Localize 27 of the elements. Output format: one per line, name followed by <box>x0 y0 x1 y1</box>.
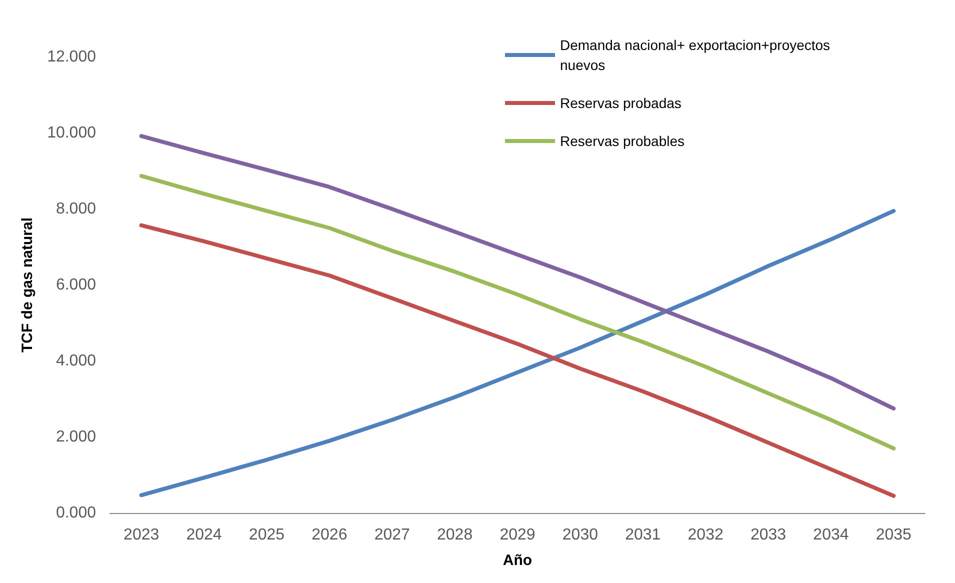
y-tick-label: 2.000 <box>56 428 96 446</box>
x-tick-label: 2027 <box>374 526 410 544</box>
x-tick-label: 2035 <box>876 526 912 544</box>
x-tick-label: 2025 <box>248 526 285 544</box>
x-tick-label: 2026 <box>312 526 348 544</box>
y-tick-label: 8.000 <box>56 200 96 218</box>
x-tick-label: 2033 <box>750 526 786 544</box>
legend-label: Reservas probadas <box>560 95 682 111</box>
x-tick-label: 2030 <box>562 526 598 544</box>
x-tick-label: 2023 <box>124 526 160 544</box>
x-tick-label: 2031 <box>625 526 661 544</box>
x-tick-label: 2024 <box>186 526 222 544</box>
line-series <box>139 174 896 450</box>
legend-label: Reservas probables <box>560 133 685 149</box>
y-tick-label: 12.000 <box>47 48 96 66</box>
legend-label: Demanda nacional+ exportacion+proyectos nuevos <box>560 37 834 73</box>
y-tick-label: 10.000 <box>47 124 96 142</box>
y-tick-label: 6.000 <box>56 276 96 294</box>
x-tick-label: 2032 <box>688 526 724 544</box>
x-tick-label: 2034 <box>813 526 849 544</box>
y-tick-label: 0.000 <box>56 504 96 522</box>
y-axis-title: TCF de gas natural <box>19 217 36 353</box>
y-tick-label: 4.000 <box>56 352 96 370</box>
x-tick-label: 2028 <box>437 526 473 544</box>
line-series <box>139 134 896 410</box>
x-tick-label: 2029 <box>500 526 536 544</box>
x-axis-title: Año <box>502 552 532 569</box>
